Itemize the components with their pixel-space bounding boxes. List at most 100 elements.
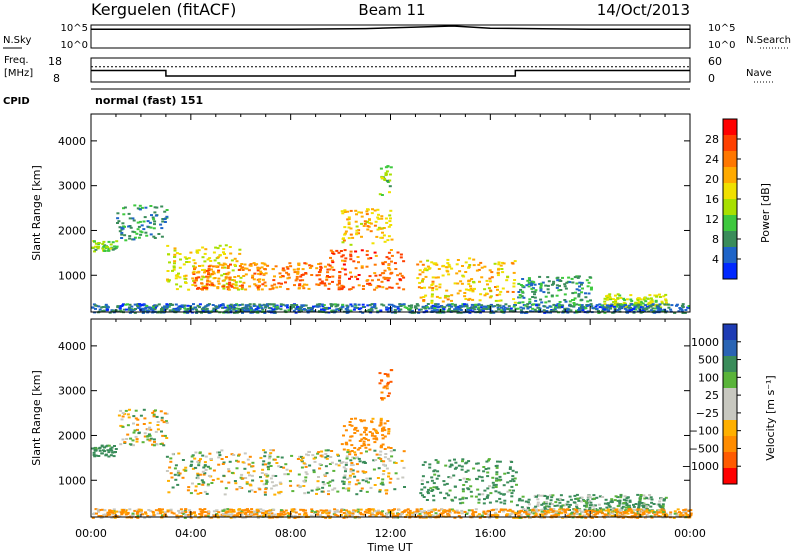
data-cell bbox=[295, 304, 299, 307]
data-cell bbox=[418, 516, 422, 519]
data-cell bbox=[584, 516, 588, 519]
data-cell bbox=[175, 309, 179, 311]
data-cell bbox=[489, 309, 493, 312]
data-cell bbox=[318, 463, 322, 466]
data-cell bbox=[573, 494, 577, 497]
data-cell bbox=[488, 516, 492, 519]
data-cell bbox=[588, 500, 592, 503]
data-cell bbox=[302, 509, 306, 512]
data-cell bbox=[198, 265, 201, 267]
data-cell bbox=[126, 511, 130, 514]
data-cell bbox=[433, 307, 437, 310]
data-cell bbox=[169, 457, 173, 460]
data-cell bbox=[132, 238, 136, 241]
data-cell bbox=[513, 279, 517, 281]
data-cell bbox=[477, 306, 481, 309]
data-cell bbox=[487, 459, 490, 462]
data-cell bbox=[252, 303, 256, 306]
data-cell bbox=[212, 510, 216, 513]
data-cell bbox=[338, 274, 342, 277]
data-cell bbox=[273, 458, 277, 461]
data-cell bbox=[519, 309, 523, 312]
data-cell bbox=[466, 487, 470, 490]
data-cell bbox=[381, 483, 385, 486]
data-cell bbox=[554, 310, 558, 313]
data-cell bbox=[442, 480, 446, 483]
data-cell bbox=[508, 307, 512, 310]
data-cell bbox=[443, 296, 447, 299]
data-cell bbox=[358, 460, 362, 463]
data-cell bbox=[470, 303, 474, 306]
data-cell bbox=[421, 475, 425, 478]
data-cell bbox=[310, 274, 314, 276]
data-cell bbox=[441, 300, 445, 303]
data-cell bbox=[406, 508, 410, 511]
data-cell bbox=[108, 511, 112, 514]
data-cell bbox=[207, 269, 211, 272]
data-cell bbox=[233, 307, 237, 309]
data-cell bbox=[547, 291, 551, 294]
data-cell bbox=[596, 512, 600, 515]
data-cell bbox=[407, 304, 411, 307]
data-cell bbox=[207, 265, 211, 268]
data-cell bbox=[375, 235, 379, 238]
data-cell bbox=[637, 504, 641, 507]
data-cell bbox=[167, 305, 171, 308]
data-cell bbox=[247, 463, 251, 466]
data-cell bbox=[557, 513, 561, 516]
data-cell bbox=[477, 498, 481, 501]
data-cell bbox=[586, 310, 590, 313]
data-cell bbox=[637, 506, 641, 509]
data-cell bbox=[399, 305, 403, 307]
data-cell bbox=[228, 278, 232, 281]
data-cell bbox=[356, 256, 360, 258]
data-cell bbox=[546, 509, 550, 512]
data-cell bbox=[462, 484, 466, 486]
data-cell bbox=[91, 447, 95, 450]
data-cell bbox=[527, 285, 531, 288]
data-cell bbox=[258, 310, 262, 313]
data-cell bbox=[100, 508, 104, 511]
data-cell bbox=[614, 299, 618, 301]
data-cell bbox=[136, 207, 140, 210]
data-cell bbox=[379, 482, 383, 485]
data-cell bbox=[437, 474, 441, 477]
data-cell bbox=[171, 452, 175, 455]
data-cell bbox=[167, 491, 171, 494]
data-cell bbox=[330, 259, 334, 262]
data-cell bbox=[179, 258, 182, 261]
data-cell bbox=[124, 511, 128, 514]
data-cell bbox=[401, 476, 405, 479]
data-cell bbox=[494, 310, 498, 313]
data-cell bbox=[200, 308, 204, 311]
data-cell bbox=[341, 212, 345, 215]
data-cell bbox=[649, 496, 653, 499]
data-cell bbox=[193, 457, 197, 460]
data-cell bbox=[601, 496, 605, 498]
data-cell bbox=[279, 490, 283, 493]
data-cell bbox=[245, 267, 249, 270]
data-cell bbox=[380, 513, 383, 516]
data-cell bbox=[660, 300, 664, 303]
data-cell bbox=[173, 249, 177, 252]
data-cell bbox=[122, 308, 126, 311]
data-cell bbox=[575, 504, 579, 507]
data-cell bbox=[419, 492, 423, 495]
data-cell bbox=[432, 310, 436, 313]
data-cell bbox=[438, 296, 442, 299]
data-cell bbox=[645, 497, 649, 500]
data-cell bbox=[420, 479, 424, 482]
data-cell bbox=[152, 227, 156, 230]
data-cell bbox=[615, 514, 619, 517]
data-cell bbox=[458, 307, 462, 309]
data-cell bbox=[275, 286, 279, 289]
data-cell bbox=[351, 464, 355, 466]
data-cell bbox=[419, 515, 423, 518]
nsearch-label: N.Search bbox=[746, 35, 791, 46]
data-cell bbox=[259, 476, 262, 479]
data-cell bbox=[595, 304, 599, 307]
data-cell bbox=[292, 268, 296, 271]
data-cell bbox=[590, 509, 594, 512]
data-cell bbox=[535, 508, 538, 511]
data-cell bbox=[495, 466, 499, 469]
